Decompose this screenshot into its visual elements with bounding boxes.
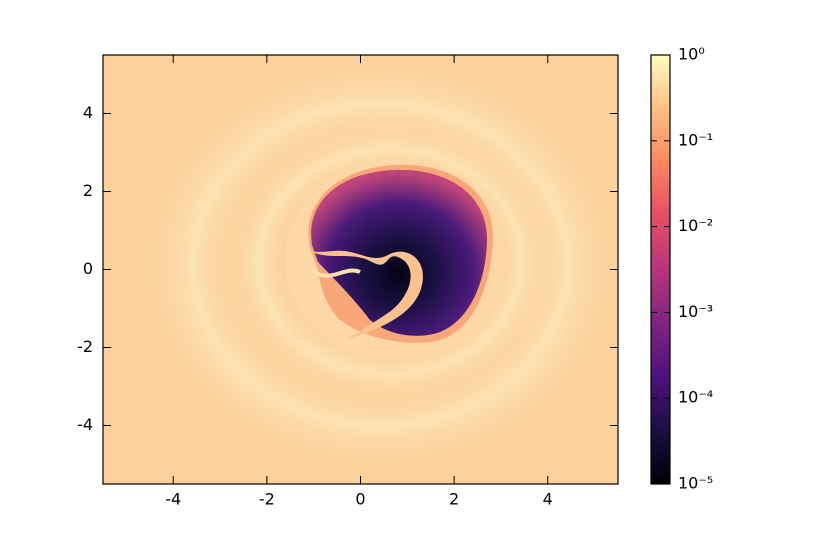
x-tick-label: -4 [165, 490, 181, 509]
colorbar-tick-label: 10⁻⁵ [678, 474, 713, 493]
x-tick-label: 4 [543, 490, 553, 509]
colorbar [650, 54, 671, 485]
density-field [103, 55, 618, 484]
y-tick-label: 0 [83, 259, 93, 278]
x-tick-label: 0 [355, 490, 365, 509]
colorbar-tick-label: 10⁻³ [678, 302, 713, 321]
colorbar-tick-label: 10⁻¹ [678, 130, 713, 149]
y-tick-label: -2 [77, 337, 93, 356]
y-tick-label: -4 [77, 415, 93, 434]
colorbar-tick-label: 10⁻² [678, 216, 713, 235]
y-tick-label: 4 [83, 103, 93, 122]
y-tick-label: 2 [83, 181, 93, 200]
x-tick-label: 2 [449, 490, 459, 509]
colorbar-tick-label: 10⁻⁴ [678, 388, 713, 407]
colorbar-tick-label: 10⁰ [678, 45, 705, 64]
x-tick-label: -2 [259, 490, 275, 509]
